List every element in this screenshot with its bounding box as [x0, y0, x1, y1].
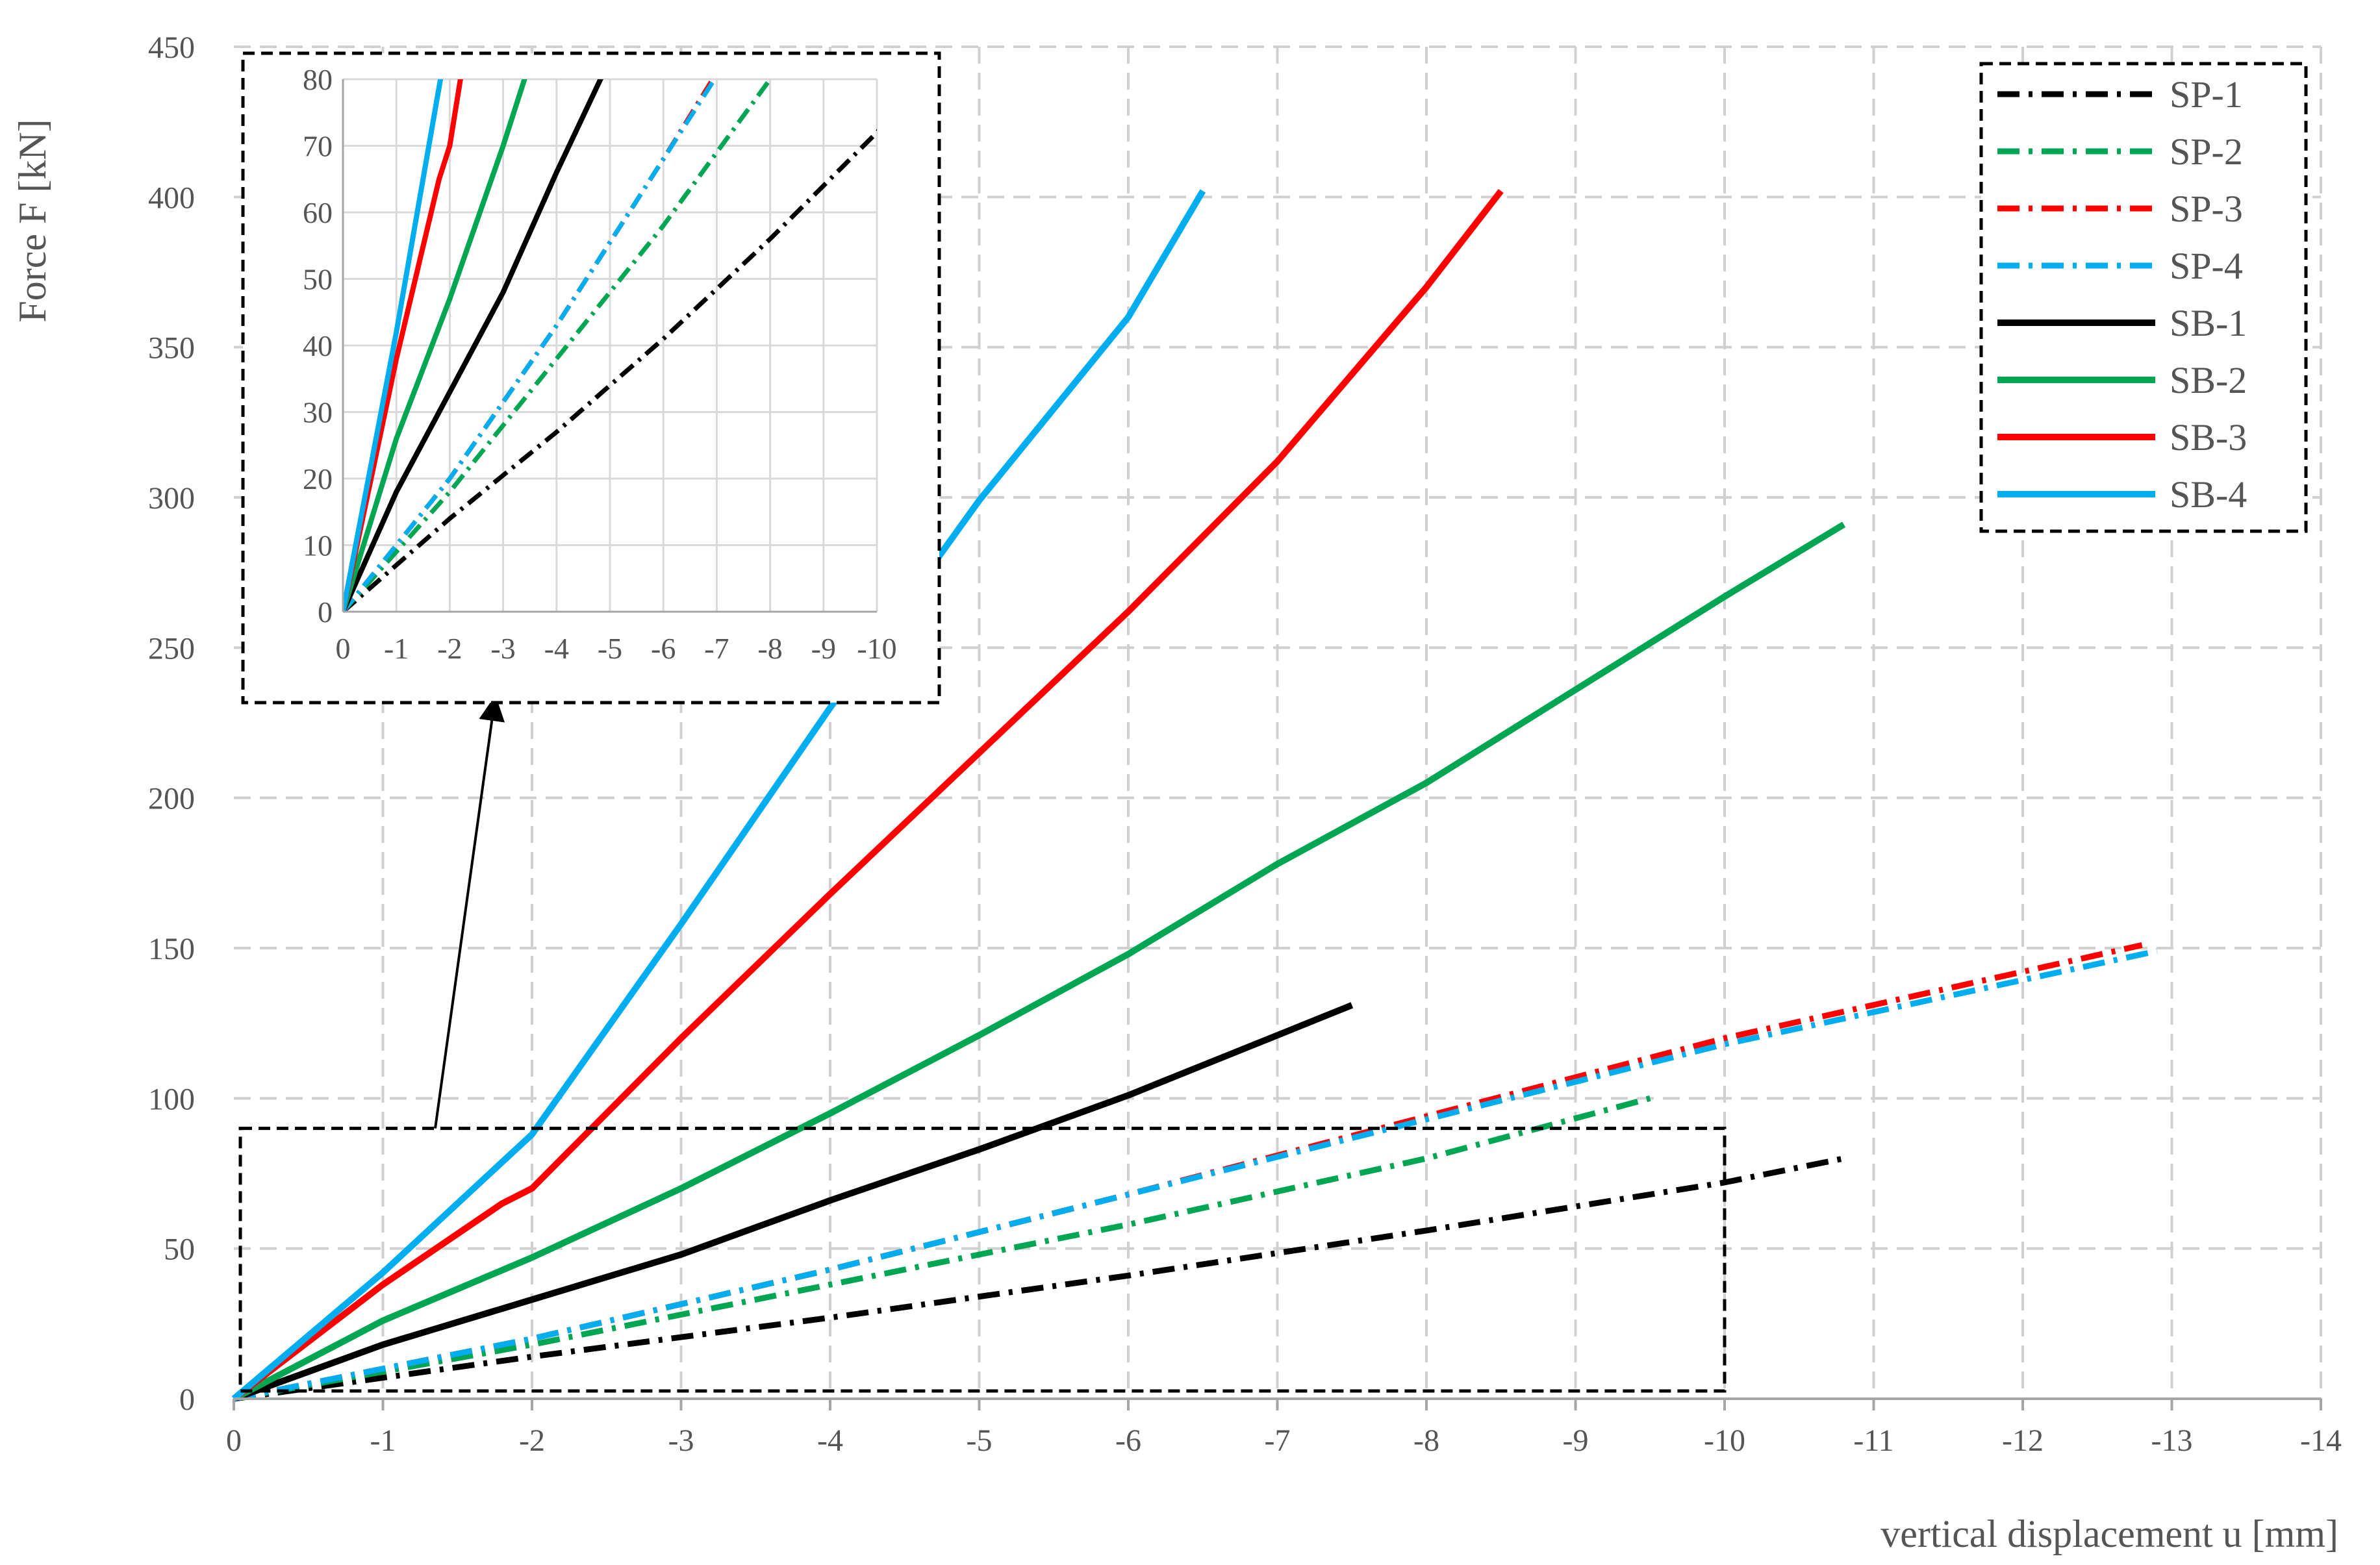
x-tick-label: -4 [817, 1423, 843, 1458]
x-tick-label: -12 [2002, 1423, 2044, 1458]
y-tick-label: 100 [148, 1082, 195, 1116]
inset-y-tick-label: 10 [303, 529, 333, 562]
inset-x-tick-label: -7 [704, 632, 729, 665]
y-tick-label: 300 [148, 481, 195, 516]
legend-label-sp-2: SP-2 [2170, 131, 2243, 173]
inset-x-tick-label: -1 [384, 632, 409, 665]
inset-x-tick-label: -6 [651, 632, 676, 665]
inset-x-tick-label: -4 [544, 632, 569, 665]
y-tick-label: 450 [148, 31, 195, 65]
series-line-sb-1 [233, 1002, 1354, 1402]
x-axis-title: vertical displacement u [mm] [1880, 1512, 2338, 1555]
inset-y-tick-label: 50 [303, 263, 333, 296]
y-tick-label: 350 [148, 331, 195, 366]
series-line-sp-4 [233, 948, 2158, 1402]
zoom-arrow [434, 695, 505, 1129]
inset-y-tick-label: 20 [303, 462, 333, 495]
inset-x-tick-label: -9 [811, 632, 836, 665]
inset-y-tick-label: 80 [303, 63, 333, 96]
series-line-sb-4 [231, 189, 1206, 1401]
x-tick-label: -13 [2151, 1423, 2193, 1458]
inset-series-line-sb-1 [343, 79, 603, 612]
y-tick-label: 50 [164, 1233, 195, 1267]
inset-x-tick-label: -10 [857, 632, 896, 665]
y-axis-title: Force F [kN] [11, 119, 54, 322]
inset-axes [342, 79, 877, 613]
legend-label-sp-1: SP-1 [2170, 73, 2243, 116]
inset-x-tick-label: -3 [490, 632, 515, 665]
x-tick-label: -8 [1413, 1423, 1439, 1458]
x-tick-label: -2 [519, 1423, 545, 1458]
y-tick-label: 250 [148, 631, 195, 666]
inset-y-tick-label: 30 [303, 396, 333, 429]
legend-frame [1979, 62, 2308, 533]
legend-label-sp-3: SP-3 [2170, 188, 2243, 230]
series-line-sb-3 [231, 189, 1504, 1401]
legend-label-sb-2: SB-2 [2170, 359, 2247, 401]
inset-chart: 0 -1 -2 -3 -4 -5 -6 -7 -8 -9 -10 0 10 20 30 40 50 60 70 80 [241, 51, 941, 705]
main-tick-labels: 0 -1 -2 -3 -4 -5 -6 -7 -8 -9 -10 -11 -12 -13 -14050100… [148, 31, 2342, 1458]
x-tick-label: -10 [1704, 1423, 1745, 1458]
legend-label-sb-3: SB-3 [2170, 416, 2247, 458]
inset-series-line-sb-2 [343, 79, 527, 612]
x-tick-label: -3 [668, 1423, 694, 1458]
inset-series-line-sp-2 [343, 79, 773, 612]
zoom-annotation [238, 695, 1727, 1393]
inset-x-tick-label: -5 [598, 632, 622, 665]
legend: SP-1 SP-2 SP-3 SP-4 SB-1 SB-2 SB-3 SB-4 [1979, 62, 2308, 533]
inset-y-tick-label: 60 [303, 196, 333, 229]
inset-series-line-sb-4 [343, 79, 444, 612]
legend-label-sp-4: SP-4 [2170, 245, 2243, 287]
x-tick-label: -1 [370, 1423, 396, 1458]
y-tick-label: 150 [148, 932, 195, 966]
inset-series-line-sp-4 [343, 79, 718, 612]
series-line-sb-2 [232, 521, 1846, 1402]
x-tick-label: -5 [967, 1423, 993, 1458]
inset-series-line-sb-3 [343, 79, 463, 612]
main-series [231, 189, 2158, 1402]
inset-tick-labels: 0 -1 -2 -3 -4 -5 -6 -7 -8 -9 -10 0 10 20 30 40 50 60 70 80 [303, 63, 897, 665]
inset-y-tick-label: 70 [303, 130, 333, 163]
x-tick-label: 0 [226, 1423, 242, 1458]
inset-series-line-sp-1 [343, 129, 877, 612]
legend-label-sb-1: SB-1 [2170, 302, 2247, 344]
inset-series [343, 79, 877, 612]
y-tick-label: 0 [179, 1383, 195, 1417]
x-tick-label: -7 [1265, 1423, 1291, 1458]
legend-label-sb-4: SB-4 [2170, 473, 2247, 516]
inset-y-tick-label: 40 [303, 329, 333, 362]
y-tick-label: 400 [148, 181, 195, 215]
inset-x-tick-label: -8 [757, 632, 782, 665]
series-line-sp-2 [233, 1095, 1651, 1402]
x-tick-label: -6 [1115, 1423, 1141, 1458]
main-axes [233, 1397, 2322, 1410]
inset-x-tick-label: -2 [437, 632, 462, 665]
inset-x-tick-label: 0 [336, 632, 351, 665]
y-tick-label: 200 [148, 782, 195, 816]
inset-y-tick-label: 0 [318, 595, 333, 629]
x-tick-label: -9 [1563, 1423, 1589, 1458]
x-tick-label: -14 [2300, 1423, 2342, 1458]
x-tick-label: -11 [1853, 1423, 1893, 1458]
